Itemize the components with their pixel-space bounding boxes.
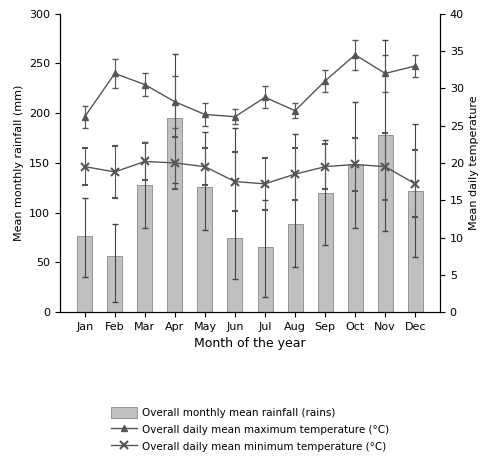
Bar xyxy=(288,224,302,312)
Bar xyxy=(378,135,392,312)
Bar xyxy=(78,235,92,312)
Bar xyxy=(228,238,242,312)
Bar xyxy=(108,257,122,312)
Bar xyxy=(318,193,332,312)
Bar xyxy=(138,185,152,312)
Bar xyxy=(258,247,272,312)
X-axis label: Month of the year: Month of the year xyxy=(194,337,306,350)
Y-axis label: Mean monthly rainfall (mm): Mean monthly rainfall (mm) xyxy=(14,85,24,241)
Bar xyxy=(408,191,422,312)
Legend: Overall monthly mean rainfall (rains), Overall daily mean maximum temperature (°: Overall monthly mean rainfall (rains), O… xyxy=(111,407,389,452)
Bar xyxy=(198,187,212,312)
Y-axis label: Mean daily temperature: Mean daily temperature xyxy=(470,95,480,230)
Bar xyxy=(168,118,182,312)
Bar xyxy=(348,165,362,312)
